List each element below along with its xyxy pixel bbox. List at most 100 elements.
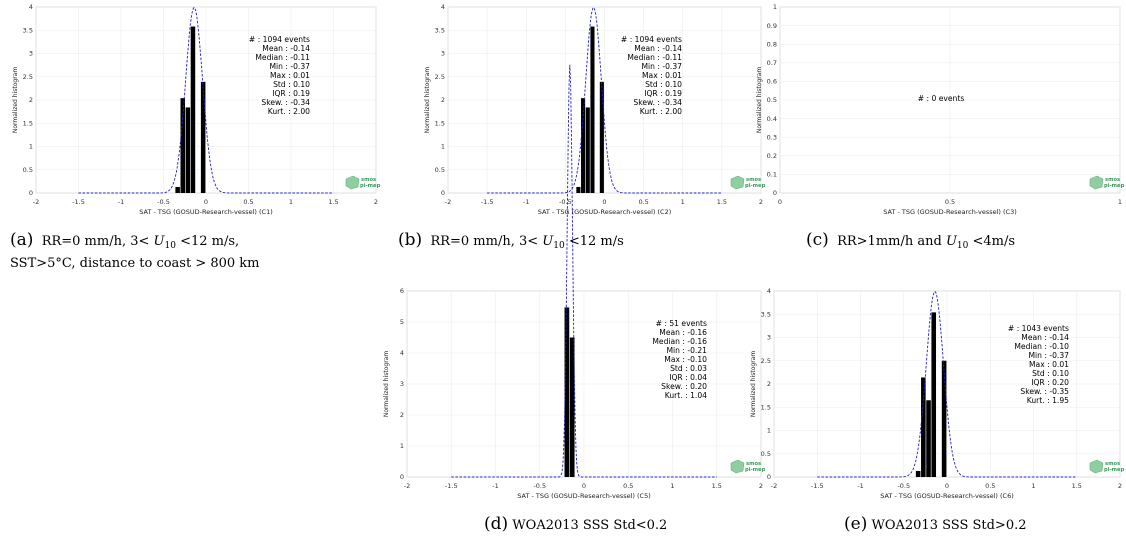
x-tick-label: 2 [759,198,763,206]
panel-c6: -2 -1.5 -1 -0.5 0 0.5 1 1.5 2 0 0.5 1 1.5 2 2.5 3 3.5 4 SA… [750,284,1126,500]
x-tick-label: -1 [492,482,498,490]
histogram-bar [185,107,191,193]
histogram-bar [585,107,590,193]
logo-text: pi-mep [1104,467,1125,473]
x-tick-label: 0 [582,482,586,490]
logo-text: pi-mep [360,183,381,189]
caption-b: (b) RR=0 mm/h, 3< U10 <12 m/s [398,232,758,255]
logo-shape [730,459,745,474]
y-tick-label: 2 [767,380,771,388]
stats-line: Max : 0.01 [270,71,310,80]
chart-svg: 0 0.5 1 0 0.1 0.2 0.3 0.4 0.5 0.6 0.7 0.8 0.9 1 SAT - … [756,3,1125,216]
y-tick-label: 2.5 [761,357,771,365]
x-axis-label: SAT - TSG (GOSUD-Research-vessel) (C1) [139,208,273,216]
stats-line: Median : -0.11 [627,53,682,62]
gaussian-fit-line [817,290,1077,478]
logo-shape [1089,459,1104,474]
y-tick-label: 4 [441,3,445,11]
stats-line: Skew. : 0.20 [661,382,707,391]
y-tick-label: 4 [767,287,771,295]
stats-line: Median : -0.11 [255,53,310,62]
stats-line: # : 1094 events [249,35,310,44]
y-tick-label: 0.1 [767,171,777,179]
stats-line: Min : -0.21 [666,346,707,355]
stats-line: Std : 0.10 [1032,369,1069,378]
y-axis-label: Normalized histogram [756,67,763,134]
stats-line: Skew. : -0.35 [1020,387,1069,396]
stats-line: Min : -0.37 [641,62,682,71]
histogram-bar [590,26,595,194]
stats-line: IQR : 0.19 [644,89,682,98]
y-tick-label: 2 [400,411,404,419]
caption-letter: (c) [806,230,829,250]
x-tick-label: -1.5 [72,198,85,206]
y-tick-label: 0 [400,473,404,481]
logo-text: pi-mep [745,467,766,473]
y-tick-label: 6 [400,287,404,295]
y-axis-label: Normalized histogram [424,67,431,134]
y-tick-label: 1.5 [761,403,771,411]
histogram-bar [576,186,581,193]
y-tick-label: 0.3 [767,133,777,141]
x-tick-label: -1.5 [481,198,494,206]
chart-svg: -2 -1.5 -1 -0.5 0 0.5 1 1.5 2 0 1 2 3 4 5 6 SAT - TSG (G… [383,64,766,500]
x-tick-label: 0 [778,198,782,206]
histogram-bar [921,377,926,477]
gaussian-fit-line [78,6,334,194]
y-tick-label: 5 [400,318,404,326]
x-tick-label: 1 [670,482,674,490]
stats-line: Kurt. : 2.00 [640,107,682,116]
logo-text: smos [746,177,761,183]
stats-line: Mean : -0.14 [634,44,682,53]
x-tick-label: 0.5 [243,198,253,206]
y-tick-label: 0.5 [767,96,777,104]
stats-line: Mean : -0.14 [1021,333,1069,342]
y-tick-label: 2.5 [23,73,33,81]
chart-svg: -2 -1.5 -1 -0.5 0 0.5 1 1.5 2 0 0.5 1 1.5 2 2.5 3 3.5 4 SA… [424,3,766,216]
y-tick-label: 1 [400,442,404,450]
histogram-bar [564,307,570,477]
y-tick-label: 3.5 [761,310,771,318]
caption-text: RR>1mm/h and U10 <4m/s [837,234,1016,251]
logo-text: smos [746,461,761,467]
y-tick-label: 0 [773,189,777,197]
y-tick-label: 1 [29,143,33,151]
x-tick-label: -1.5 [445,482,458,490]
y-tick-label: 0.4 [767,115,777,123]
x-axis-label: SAT - TSG (GOSUD-Research-vessel) (C6) [880,492,1014,500]
logo-text: pi-mep [1104,183,1125,189]
caption-d: (d) WOA2013 SSS Std<0.2 [484,516,764,534]
y-axis-label: Normalized histogram [750,351,757,418]
x-tick-label: 0.5 [985,482,995,490]
x-tick-label: -1 [857,482,863,490]
stats-line: Mean : -0.16 [659,328,707,337]
caption-letter: (d) [484,514,509,534]
x-tick-label: -1.5 [811,482,824,490]
histogram-bar [941,360,947,477]
caption-letter: (a) [10,230,34,250]
x-tick-label: -0.5 [533,482,546,490]
stats-line: Skew. : -0.34 [633,98,682,107]
stats-line: Min : -0.37 [269,62,310,71]
y-tick-label: 0.5 [761,450,771,458]
x-tick-label: 1.5 [717,198,727,206]
histogram-bar [569,337,575,477]
x-tick-label: 0 [204,198,208,206]
stats-line: Median : -0.10 [1014,342,1069,351]
x-tick-label: 2 [1118,482,1122,490]
x-axis-label: SAT - TSG (GOSUD-Research-vessel) (C2) [538,208,672,216]
stats-line: # : 51 events [656,319,707,328]
stats-line: Median : -0.16 [652,337,707,346]
x-tick-label: -2 [33,198,39,206]
logo-shape [730,175,745,190]
stats-line: Max : 0.01 [1029,360,1069,369]
histogram-bar [200,81,206,193]
stats-line: IQR : 0.04 [669,373,707,382]
stats-line: IQR : 0.19 [272,89,310,98]
x-tick-label: -2 [771,482,777,490]
y-tick-label: 0.8 [767,40,777,48]
stats-line: IQR : 0.20 [1031,378,1069,387]
chart-svg: -2 -1.5 -1 -0.5 0 0.5 1 1.5 2 0 0.5 1 1.5 2 2.5 3 3.5 4 SA… [12,3,381,216]
